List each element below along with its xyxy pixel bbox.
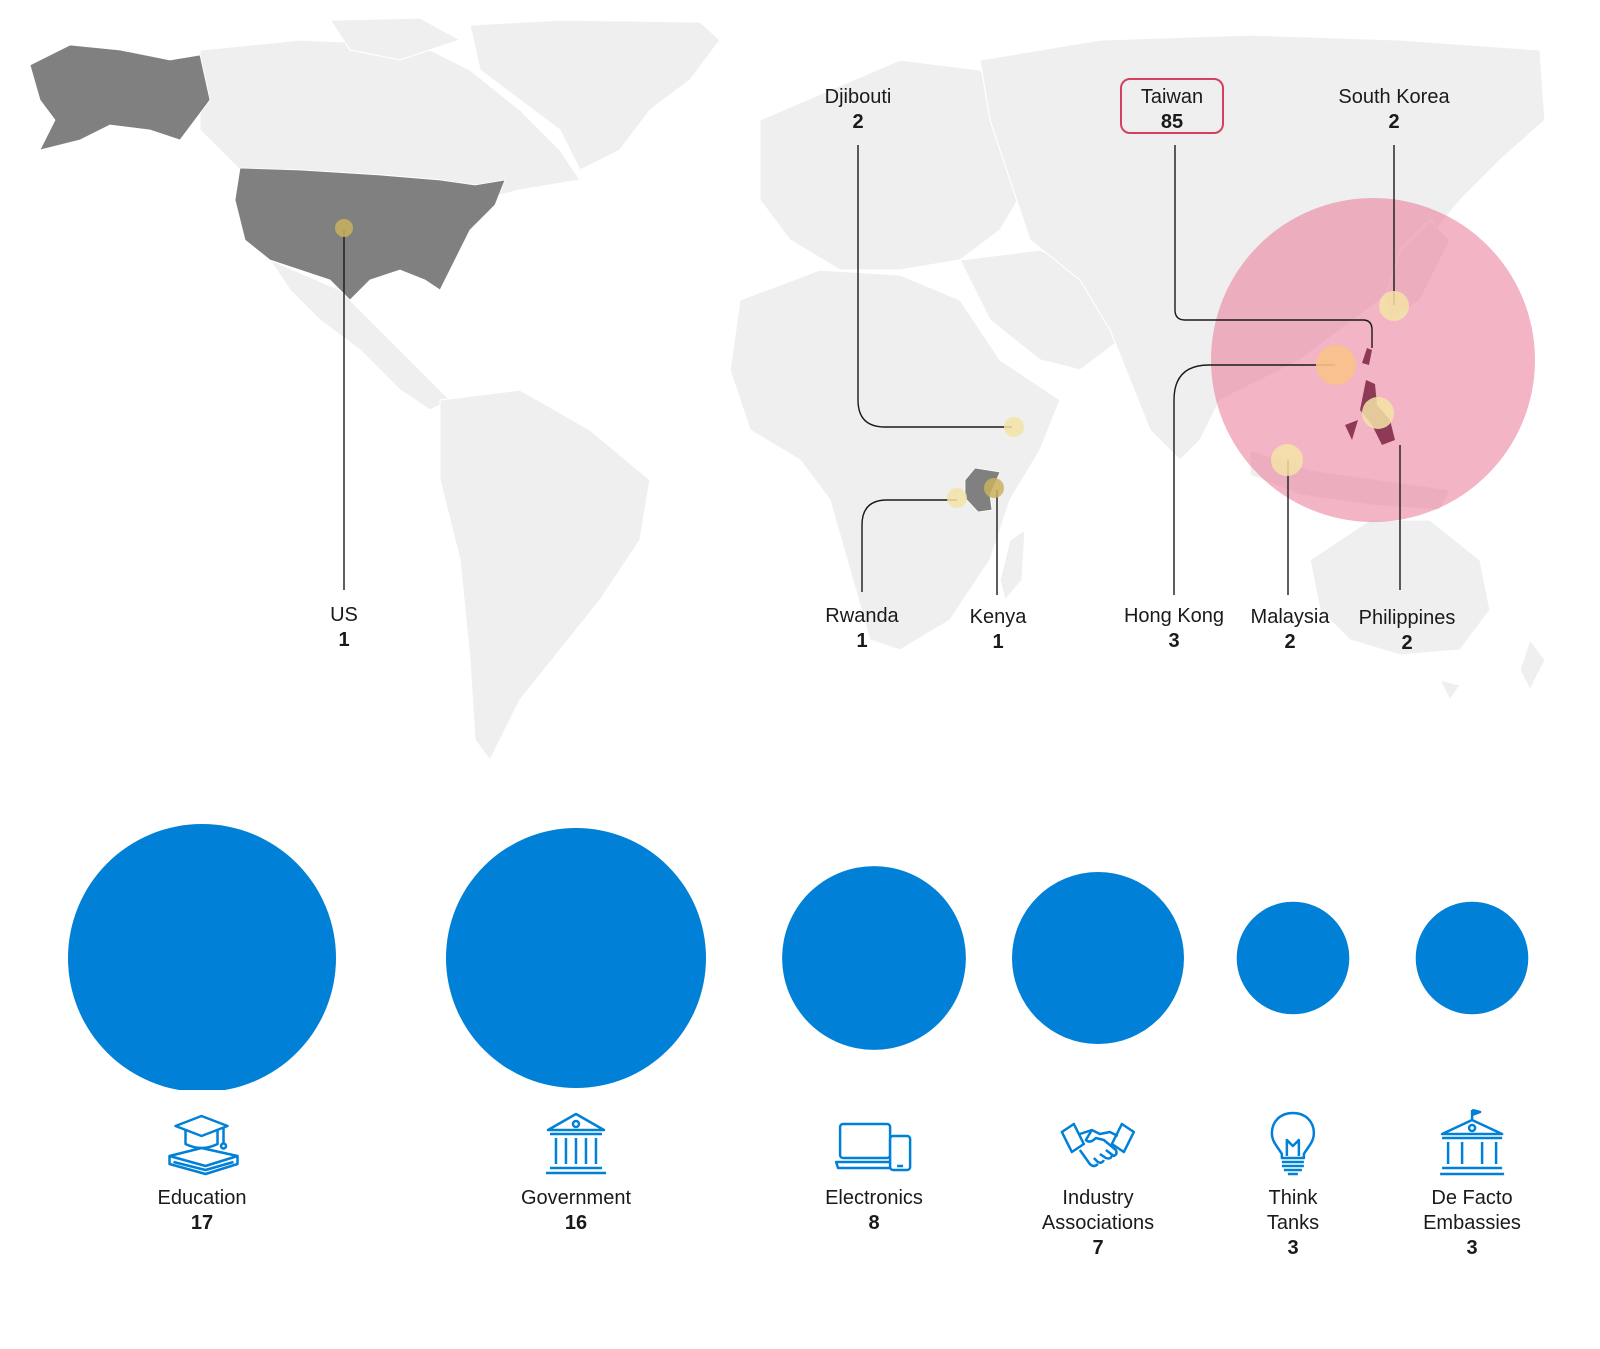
label-hong-kong-count: 3 <box>1168 630 1180 652</box>
rwanda-leader-line <box>861 499 957 592</box>
sector-think-tanks: Think Tanks 3 <box>1267 1110 1319 1261</box>
label-malaysia-count: 2 <box>1284 631 1296 653</box>
label-malaysia-name: Malaysia <box>1250 606 1330 628</box>
sector-education-label: Education <box>157 1187 247 1209</box>
sector-de-facto-embassies-count: 3 <box>1466 1237 1478 1259</box>
taiwan-leader-line <box>1174 145 1373 348</box>
sector-industry-associations-count: 7 <box>1092 1237 1104 1259</box>
rwanda-marker <box>947 488 967 508</box>
label-taiwan-count: 85 <box>1160 111 1184 133</box>
sector-industry-associations-label: Industry Associations <box>1041 1187 1155 1234</box>
europe-shape <box>759 59 1031 271</box>
malaysia-marker <box>1271 444 1303 476</box>
sector-think-tanks-label: Think Tanks <box>1266 1187 1320 1234</box>
bubble-electronics <box>782 866 966 1050</box>
world-map <box>29 17 1546 762</box>
arctic-islands-shape <box>328 17 462 61</box>
greenland-shape <box>469 19 721 171</box>
taiwan-area-circle <box>1211 198 1535 522</box>
hong-kong-marker <box>1316 345 1356 385</box>
label-philippines-name: Philippines <box>1358 607 1456 629</box>
label-rwanda-count: 1 <box>856 630 868 652</box>
malaysia-shape <box>1345 420 1358 440</box>
us-marker <box>335 219 353 237</box>
bubble-government <box>446 828 706 1088</box>
bubble-de-facto-embassies <box>1415 901 1529 1015</box>
label-kenya-count: 1 <box>992 631 1004 653</box>
sector-government-label: Government <box>520 1187 632 1209</box>
embassy-building-flag-icon <box>1440 1108 1504 1176</box>
sector-bubble-chart <box>68 824 1529 1090</box>
sector-electronics-label: Electronics <box>825 1187 923 1209</box>
alaska-shape <box>29 44 211 151</box>
taiwan-shape <box>1362 348 1372 365</box>
djibouti-leader-line <box>857 145 1012 428</box>
hong-kong-leader-line <box>1173 364 1335 595</box>
government-building-icon <box>546 1112 606 1175</box>
africa-shape <box>729 269 1061 651</box>
bubble-education <box>68 824 336 1090</box>
sector-de-facto-embassies: De Facto Embassies 3 <box>1423 1108 1521 1261</box>
leader-lines <box>343 145 1401 595</box>
handshake-icon <box>1060 1122 1136 1168</box>
label-djibouti-name: Djibouti <box>824 86 892 108</box>
philippines-marker <box>1362 397 1394 429</box>
sector-government: Government 16 <box>521 1110 631 1236</box>
label-south-korea-count: 2 <box>1388 111 1400 133</box>
laptop-phone-icon <box>834 1122 912 1172</box>
label-kenya-name: Kenya <box>969 606 1027 628</box>
tasmania-shape <box>1438 679 1461 702</box>
taiwan-label-box <box>1120 78 1224 134</box>
graduation-cap-books-icon <box>168 1114 240 1176</box>
label-hong-kong-name: Hong Kong <box>1123 605 1225 627</box>
djibouti-marker <box>1004 417 1024 437</box>
central-america-shape <box>268 258 452 411</box>
label-us-count: 1 <box>338 629 350 651</box>
usa-shape <box>234 167 506 301</box>
sector-industry-associations: Industry Associations 7 <box>1042 1110 1154 1261</box>
sector-think-tanks-count: 3 <box>1287 1237 1299 1259</box>
label-taiwan-name: Taiwan <box>1140 86 1204 108</box>
sector-education: Education 17 <box>157 1110 247 1236</box>
bubble-industry-associations <box>1012 872 1184 1044</box>
sector-electronics-count: 8 <box>868 1212 880 1234</box>
sector-government-count: 16 <box>564 1212 588 1234</box>
sector-education-count: 17 <box>190 1212 214 1234</box>
sector-de-facto-embassies-label: De Facto Embassies <box>1423 1187 1521 1234</box>
kenya-marker <box>984 478 1004 498</box>
label-us-name: US <box>330 604 358 626</box>
label-rwanda-name: Rwanda <box>825 605 899 627</box>
label-philippines-count: 2 <box>1401 632 1413 654</box>
bubble-think-tanks <box>1236 901 1350 1015</box>
sector-electronics: Electronics 8 <box>825 1110 923 1236</box>
new-zealand-shape <box>1519 638 1546 692</box>
south-korea-marker <box>1379 291 1409 321</box>
label-djibouti-count: 2 <box>852 111 864 133</box>
south-america-shape <box>439 389 651 762</box>
label-south-korea-name: South Korea <box>1338 86 1450 108</box>
lightbulb-icon <box>1270 1111 1316 1176</box>
madagascar-shape <box>999 528 1026 602</box>
